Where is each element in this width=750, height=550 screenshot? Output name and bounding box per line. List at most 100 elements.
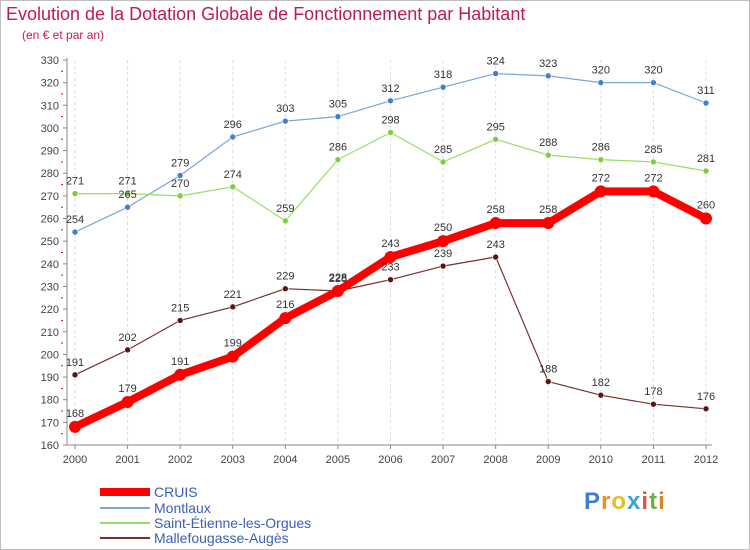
data-label-cruis-2005: 228 xyxy=(329,272,347,284)
data-label-mallefougasse-aug-s-2004: 229 xyxy=(276,271,294,283)
x-tick-label-2009: 2009 xyxy=(536,454,560,466)
data-label-mallefougasse-aug-s-2008: 243 xyxy=(486,239,504,251)
point-saint-tienne-les-orgues-2012 xyxy=(702,167,710,175)
data-label-cruis-2009: 258 xyxy=(539,204,557,216)
data-label-saint-tienne-les-orgues-2001: 271 xyxy=(118,176,136,188)
y-tick-label-290: 290 xyxy=(41,146,59,158)
point-mallefougasse-aug-s-2001 xyxy=(124,346,131,354)
point-saint-tienne-les-orgues-2008 xyxy=(492,135,499,143)
y-tick-label-280: 280 xyxy=(41,168,59,180)
data-label-saint-tienne-les-orgues-2000: 271 xyxy=(66,176,84,188)
data-label-saint-tienne-les-orgues-2002: 270 xyxy=(171,178,189,190)
point-montlaux-2002 xyxy=(176,172,184,179)
point-cruis-2003 xyxy=(226,350,239,363)
point-montlaux-2008 xyxy=(492,70,499,77)
y-tick-label-240: 240 xyxy=(41,259,59,271)
data-label-montlaux-2002: 279 xyxy=(171,158,189,170)
point-cruis-2004 xyxy=(279,312,292,325)
data-label-montlaux-2009: 323 xyxy=(539,58,557,70)
point-mallefougasse-aug-s-2007 xyxy=(439,262,447,270)
y-tick-label-210: 210 xyxy=(41,327,59,339)
legend-swatch-montlaux xyxy=(100,507,150,509)
data-label-mallefougasse-aug-s-2002: 215 xyxy=(171,302,189,314)
logo-letter-r: r xyxy=(601,488,612,515)
x-tick-label-2005: 2005 xyxy=(326,454,350,466)
y-tick-label-250: 250 xyxy=(41,236,59,248)
data-label-mallefougasse-aug-s-2000: 191 xyxy=(66,357,84,369)
x-tick-label-2001: 2001 xyxy=(115,454,139,466)
point-cruis-2009 xyxy=(542,217,555,230)
y-tick-label-260: 260 xyxy=(41,214,59,226)
logo-letter-i2: i xyxy=(658,488,666,515)
data-label-montlaux-2004: 303 xyxy=(276,103,294,115)
series-layer xyxy=(69,70,712,433)
data-label-montlaux-2000: 254 xyxy=(66,214,84,226)
data-label-saint-tienne-les-orgues-2004: 259 xyxy=(276,203,294,215)
data-label-cruis-2010: 272 xyxy=(592,172,610,184)
point-saint-tienne-les-orgues-2007 xyxy=(439,158,447,166)
legend-item-mallefougasse: Mallefougasse-Augès xyxy=(100,530,289,546)
data-label-montlaux-2005: 305 xyxy=(329,99,347,111)
legend-swatch-cruis xyxy=(100,488,150,496)
point-montlaux-2007 xyxy=(439,83,447,91)
data-label-montlaux-2007: 318 xyxy=(434,69,452,81)
data-label-cruis-2002: 191 xyxy=(171,356,189,368)
point-cruis-2010 xyxy=(594,185,607,198)
point-cruis-2012 xyxy=(700,212,712,225)
data-label-mallefougasse-aug-s-2006: 233 xyxy=(381,262,399,274)
x-tick-label-2010: 2010 xyxy=(589,454,613,466)
y-tick-label-270: 270 xyxy=(41,191,59,203)
chart-title: Evolution de la Dotation Globale de Fonc… xyxy=(6,4,526,24)
logo-letter-x: x xyxy=(627,488,642,515)
y-tick-label-200: 200 xyxy=(41,349,59,361)
legend-label-montlaux: Montlaux xyxy=(154,500,211,516)
y-tick-label-330: 330 xyxy=(41,55,59,67)
point-mallefougasse-aug-s-2006 xyxy=(387,276,394,283)
point-saint-tienne-les-orgues-2010 xyxy=(597,156,605,163)
data-label-montlaux-2006: 312 xyxy=(381,83,399,95)
legend-label-saint-etienne: Saint-Étienne-les-Orgues xyxy=(154,515,312,531)
data-label-montlaux-2001: 265 xyxy=(118,189,136,201)
data-label-mallefougasse-aug-s-2011: 178 xyxy=(644,386,662,398)
grid xyxy=(74,60,707,445)
data-label-mallefougasse-aug-s-2005: 228 xyxy=(329,273,347,285)
x-tick-label-2012: 2012 xyxy=(694,454,718,466)
point-cruis-2001 xyxy=(121,395,134,408)
point-cruis-2000 xyxy=(69,420,81,433)
logo-letter-t: t xyxy=(649,488,659,515)
point-montlaux-2000 xyxy=(71,228,79,236)
legend-label-cruis: CRUIS xyxy=(154,484,198,500)
y-tick-label-320: 320 xyxy=(41,78,59,90)
data-label-cruis-2008: 258 xyxy=(486,204,504,216)
data-label-saint-tienne-les-orgues-2003: 274 xyxy=(224,169,242,181)
point-saint-tienne-les-orgues-2000 xyxy=(71,190,79,197)
y-tick-label-190: 190 xyxy=(41,372,59,384)
point-cruis-2007 xyxy=(437,235,450,248)
x-tick-label-2003: 2003 xyxy=(221,454,245,466)
logo-letter-o: o xyxy=(611,488,628,515)
point-montlaux-2012 xyxy=(702,99,710,107)
x-tick-label-2011: 2011 xyxy=(642,454,666,466)
proxiti-logo: Proxiti xyxy=(584,488,666,516)
point-saint-tienne-les-orgues-2002 xyxy=(176,192,184,200)
legend-label-mallefougasse: Mallefougasse-Augès xyxy=(154,530,289,546)
y-tick-label-310: 310 xyxy=(41,100,59,112)
point-saint-tienne-les-orgues-2011 xyxy=(650,158,657,166)
point-montlaux-2009 xyxy=(544,72,552,80)
point-mallefougasse-aug-s-2011 xyxy=(650,400,657,408)
data-label-saint-tienne-les-orgues-2008: 295 xyxy=(486,121,504,133)
data-label-cruis-2006: 243 xyxy=(381,238,399,250)
y-tick-label-220: 220 xyxy=(41,304,59,316)
point-mallefougasse-aug-s-2000 xyxy=(71,371,79,379)
point-mallefougasse-aug-s-2002 xyxy=(176,317,184,324)
point-saint-tienne-les-orgues-2009 xyxy=(544,151,552,159)
data-label-montlaux-2003: 296 xyxy=(224,119,242,131)
logo-letter-i: i xyxy=(641,488,650,515)
point-cruis-2006 xyxy=(384,251,397,264)
y-tick-label-300: 300 xyxy=(41,123,59,135)
chart-subtitle: (en € et par an) xyxy=(22,28,105,42)
legend-item-cruis: CRUIS xyxy=(100,484,198,500)
data-label-saint-tienne-les-orgues-2006: 298 xyxy=(381,114,399,126)
legend-swatch-mallefougasse xyxy=(100,537,150,539)
